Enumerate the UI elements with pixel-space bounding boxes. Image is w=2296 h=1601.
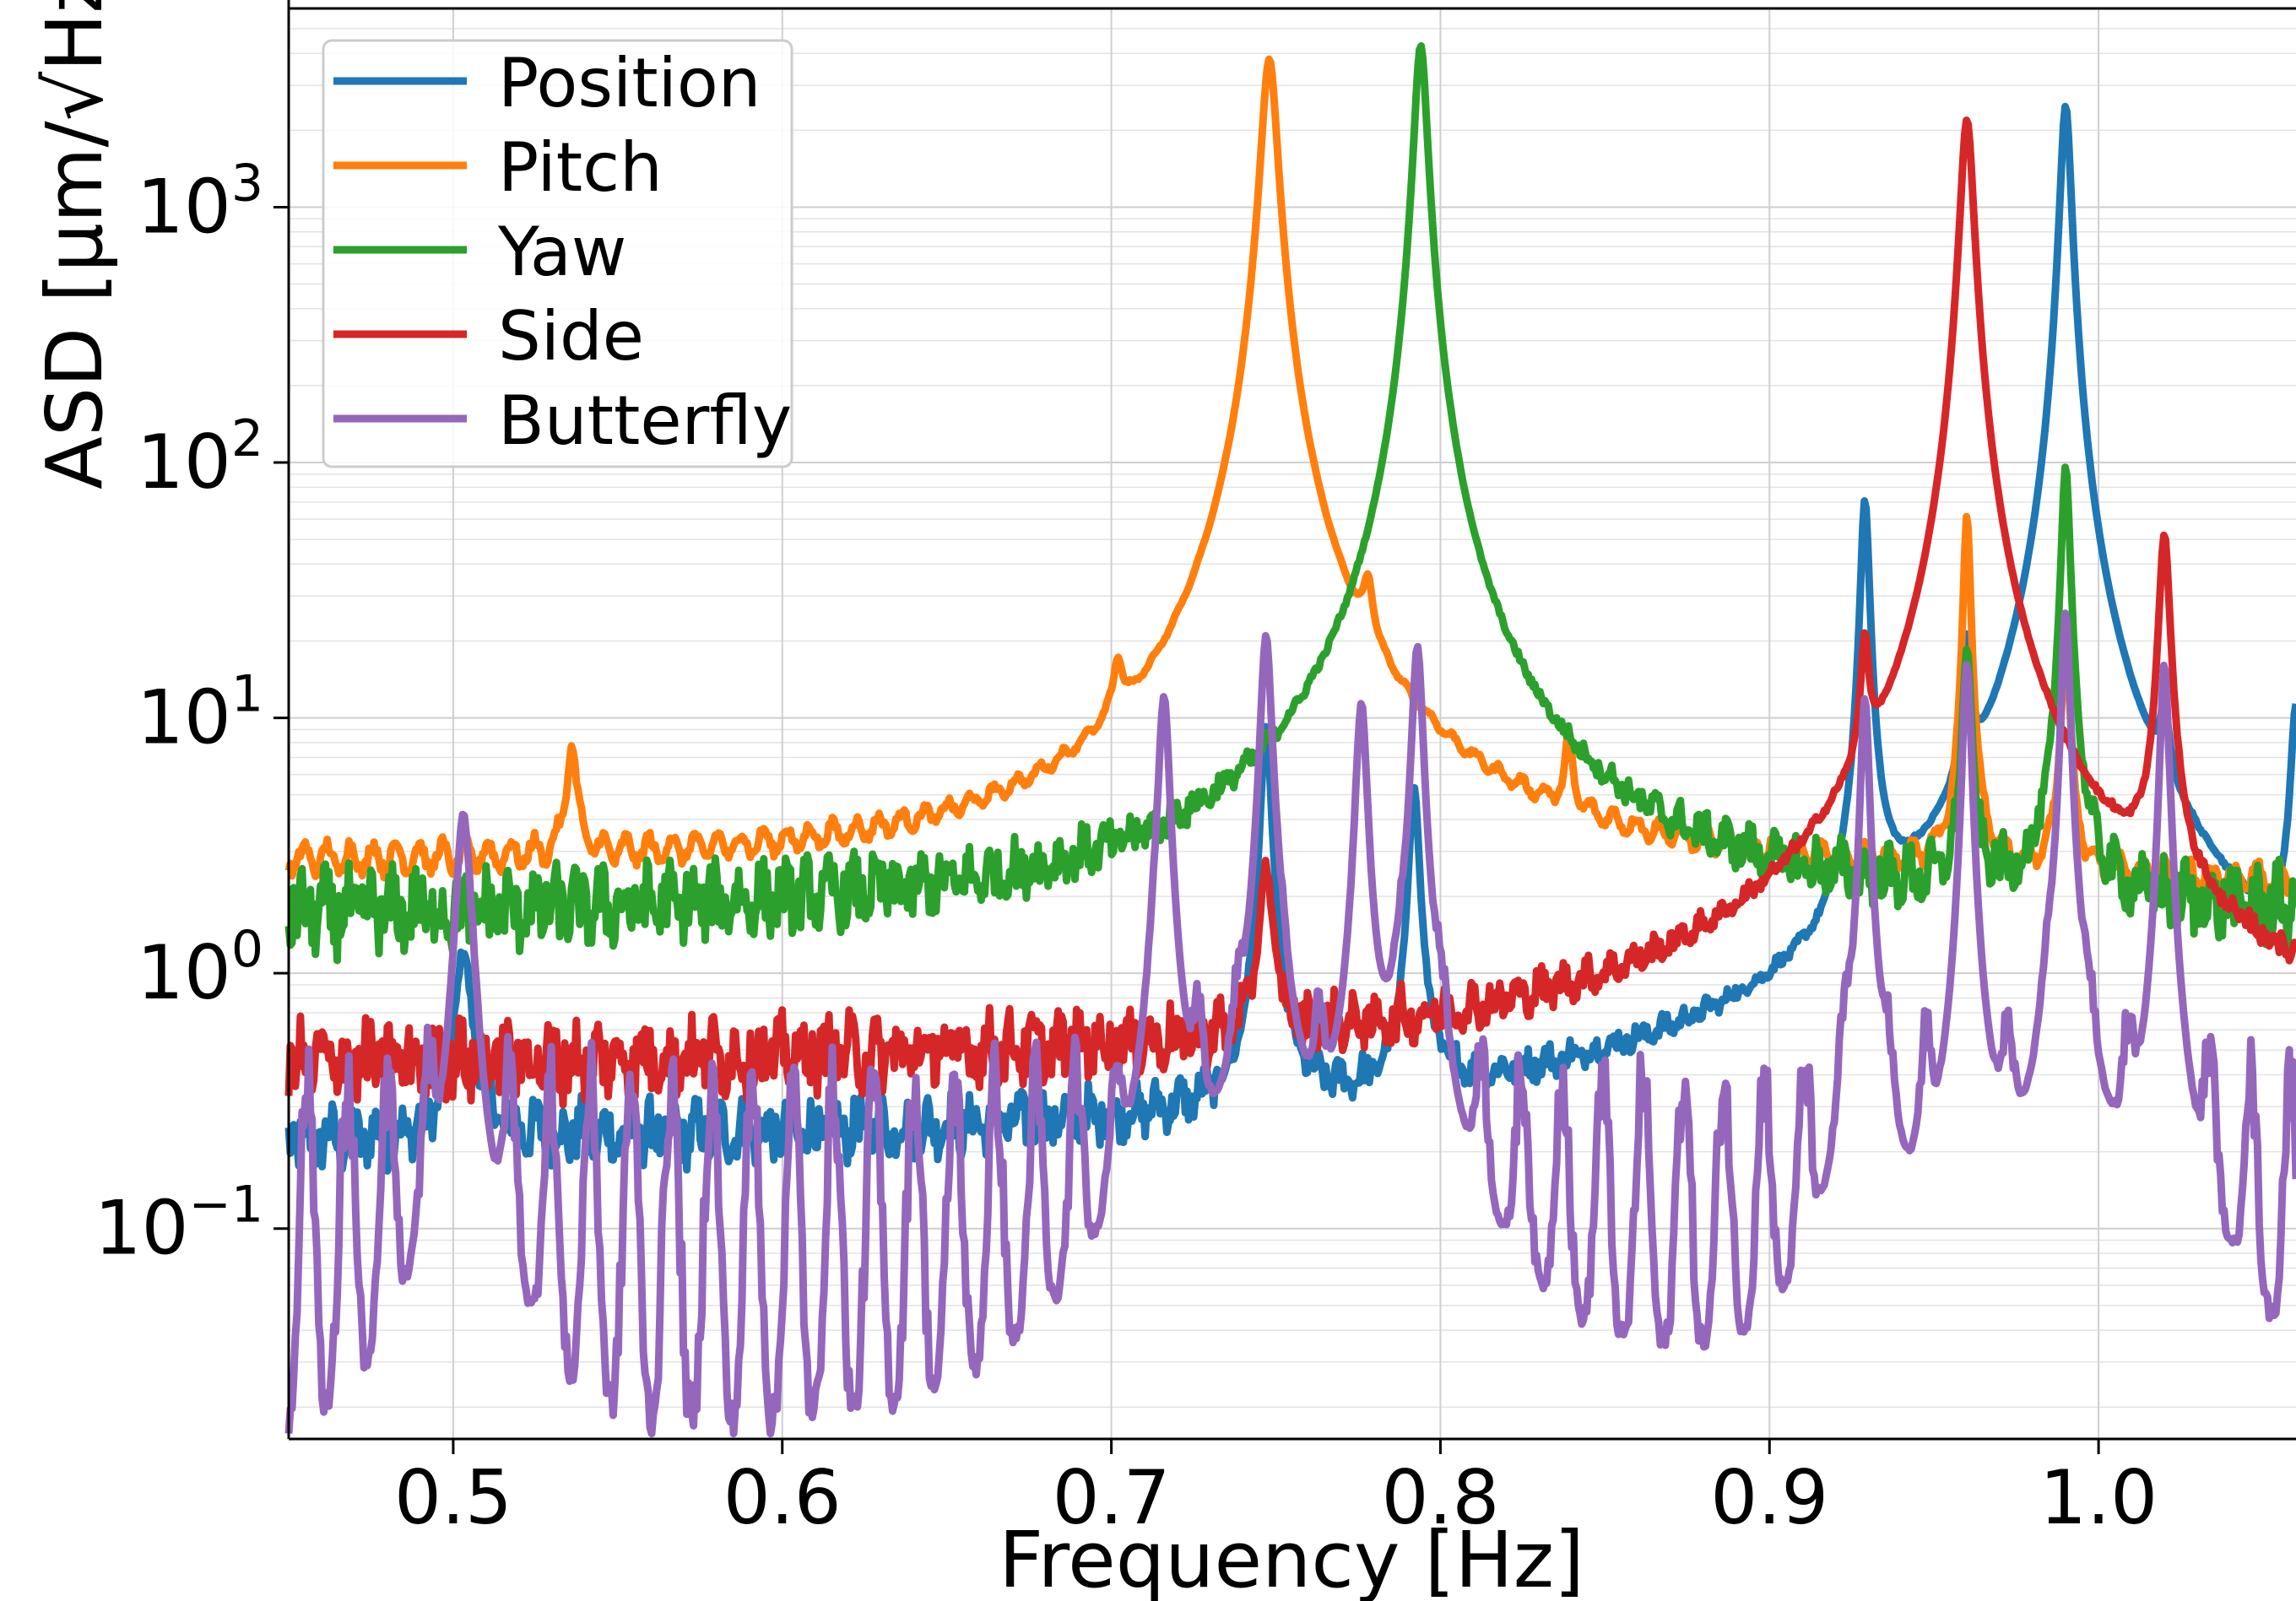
legend-label: Butterfly xyxy=(498,381,792,460)
y-tick-exponent: 0 xyxy=(231,920,263,979)
y-tick-base: 10 xyxy=(137,674,231,761)
x-axis-label: Frequency [Hz] xyxy=(999,1515,1584,1601)
legend-label: Side xyxy=(498,297,644,376)
y-tick-label: 101 xyxy=(137,665,263,761)
y-tick-label: 10−1 xyxy=(95,1176,263,1272)
y-tick-exponent: 1 xyxy=(231,665,263,724)
y-tick-exponent: −1 xyxy=(189,1176,263,1235)
x-tick-label: 0.8 xyxy=(1381,1454,1499,1541)
x-tick-label: 0.5 xyxy=(394,1454,512,1541)
y-tick-base: 10 xyxy=(137,163,231,250)
series-line-butterfly xyxy=(284,609,2296,1438)
x-tick-label: 1.0 xyxy=(2039,1454,2158,1541)
legend-entry: Position xyxy=(333,44,761,122)
y-tick-label: 100 xyxy=(137,920,263,1016)
x-axis-ticks: 0.5 0.6 0.7 0.8 0.9 1.0 xyxy=(394,1439,2158,1541)
y-tick-label: 102 xyxy=(137,409,263,506)
y-tick-base: 10 xyxy=(95,1185,189,1272)
x-tick-label: 0.9 xyxy=(1710,1454,1828,1541)
y-tick-base: 10 xyxy=(137,929,231,1016)
series-line-pitch xyxy=(284,55,2296,902)
legend-entry: Yaw xyxy=(333,213,626,291)
y-tick-base: 10 xyxy=(137,419,231,506)
y-tick-exponent: 3 xyxy=(231,154,263,213)
y-tick-label: 103 xyxy=(137,154,263,250)
axes xyxy=(287,0,2296,1441)
legend-label: Position xyxy=(498,44,761,122)
y-tick-exponent: 2 xyxy=(231,409,263,468)
legend-label: Yaw xyxy=(497,213,626,291)
series-line-side xyxy=(284,116,2296,1109)
y-axis-label: ASD [μm/√Hz] xyxy=(30,0,120,489)
legend-entry: Pitch xyxy=(333,128,663,207)
x-tick-label: 0.7 xyxy=(1053,1454,1171,1541)
legend-frame xyxy=(322,39,793,468)
legend-entry: Side xyxy=(333,297,644,376)
legend-label: Pitch xyxy=(498,128,663,207)
series-lines xyxy=(284,42,2296,1438)
x-tick-label: 0.6 xyxy=(723,1454,842,1541)
legend-entry: Butterfly xyxy=(333,381,792,460)
